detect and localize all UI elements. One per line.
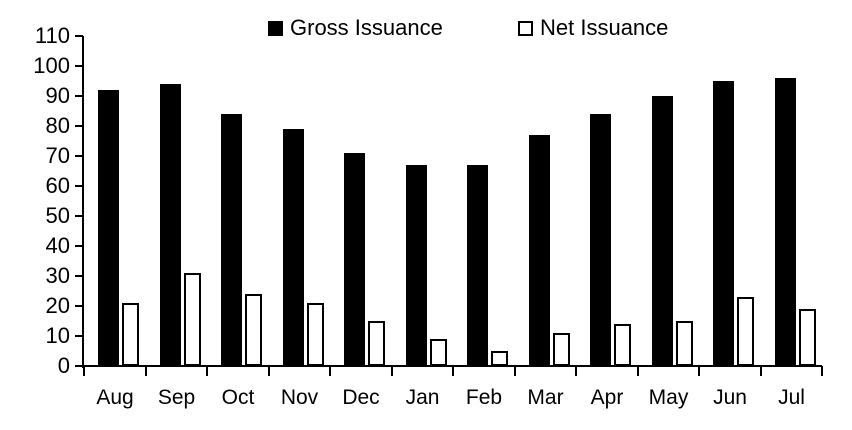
bar-gross-apr xyxy=(590,114,611,366)
y-axis-tick-label: 50 xyxy=(45,203,70,228)
bar-gross-feb xyxy=(467,165,488,366)
y-axis-tick xyxy=(75,305,83,307)
net-issuance-swatch-icon xyxy=(518,20,533,36)
x-axis-tick xyxy=(83,366,85,376)
bar-net-aug xyxy=(122,303,139,366)
x-axis-category-label: Apr xyxy=(590,386,624,409)
x-axis-tick xyxy=(698,366,700,376)
bar-net-jan xyxy=(429,339,447,366)
y-axis-tick xyxy=(75,125,83,127)
bar-gross-dec xyxy=(344,153,365,366)
x-axis-tick xyxy=(759,366,762,376)
y-axis-tick xyxy=(75,95,83,97)
x-axis-category-label: Aug xyxy=(96,386,134,409)
y-axis-tick-label: 30 xyxy=(45,263,70,288)
x-axis-category-label: Jan xyxy=(405,386,440,409)
x-axis-category-label: Feb xyxy=(465,386,503,409)
x-axis-category-label: Jul xyxy=(778,386,805,409)
legend-label-gross-issuance: Gross Issuance xyxy=(290,15,443,40)
bar-net-dec xyxy=(368,321,385,366)
x-axis-category-label: Dec xyxy=(342,386,380,409)
x-axis-tick xyxy=(575,366,577,376)
bar-gross-oct xyxy=(221,114,242,366)
y-axis-tick xyxy=(75,245,83,247)
gross-issuance-swatch-icon xyxy=(268,20,283,36)
bar-gross-jul xyxy=(774,78,796,366)
bar-gross-aug xyxy=(98,90,119,366)
y-axis-tick-label: 60 xyxy=(45,173,70,198)
bar-net-feb xyxy=(491,351,508,366)
bar-gross-jan xyxy=(405,165,427,366)
x-axis-tick xyxy=(452,366,454,376)
y-axis-tick-label: 10 xyxy=(45,323,70,348)
chart-legend: Gross Issuance Net Issuance xyxy=(0,0,852,44)
x-axis-tick xyxy=(390,366,393,376)
x-axis-category-label: Jun xyxy=(713,386,747,409)
x-axis-category-label: Nov xyxy=(280,386,319,409)
bar-gross-may xyxy=(651,96,673,366)
bar-gross-nov xyxy=(282,129,304,366)
y-axis-tick xyxy=(75,65,83,67)
y-axis-tick-label: 40 xyxy=(45,233,70,258)
x-axis-tick xyxy=(513,366,516,376)
bar-net-nov xyxy=(306,303,324,366)
x-axis-tick xyxy=(636,366,639,376)
bar-gross-mar xyxy=(528,135,550,366)
legend-item-net-issuance: Net Issuance xyxy=(518,14,668,42)
y-axis-tick xyxy=(75,365,83,367)
bar-net-sep xyxy=(183,273,201,366)
y-axis-tick-label: 70 xyxy=(45,143,70,168)
x-axis-tick xyxy=(821,366,823,376)
x-axis-tick xyxy=(206,366,208,376)
x-axis-tick xyxy=(329,366,331,376)
x-axis-tick xyxy=(144,366,147,376)
bar-net-jul xyxy=(798,309,816,366)
x-axis-tick xyxy=(267,366,270,376)
x-axis-category-label: May xyxy=(648,386,689,409)
bar-net-apr xyxy=(614,324,631,366)
bar-net-may xyxy=(675,321,693,366)
legend-item-gross-issuance: Gross Issuance xyxy=(268,14,443,42)
y-axis-tick xyxy=(75,335,83,337)
y-axis-tick xyxy=(75,155,83,157)
bar-net-jun xyxy=(737,297,754,366)
y-axis-tick xyxy=(75,35,83,37)
y-axis-line xyxy=(82,36,84,368)
y-axis-tick xyxy=(75,215,83,217)
bar-gross-jun xyxy=(713,81,734,366)
y-axis-tick-label: 110 xyxy=(34,23,70,48)
x-axis-category-label: Sep xyxy=(157,386,196,409)
y-axis-tick-label: 90 xyxy=(45,83,70,108)
y-axis-tick-label: 20 xyxy=(45,293,70,318)
x-axis-category-label: Oct xyxy=(221,386,255,409)
bar-net-oct xyxy=(245,294,262,366)
y-axis-tick-label: 100 xyxy=(33,53,70,78)
legend-label-net-issuance: Net Issuance xyxy=(540,15,669,40)
bar-gross-sep xyxy=(159,84,181,366)
y-axis-tick xyxy=(75,185,83,187)
y-axis-tick xyxy=(75,275,83,277)
bar-net-mar xyxy=(552,333,570,366)
y-axis-tick-label: 80 xyxy=(45,113,70,138)
x-axis-category-label: Mar xyxy=(527,386,564,409)
y-axis-tick-label: 0 xyxy=(57,353,70,378)
